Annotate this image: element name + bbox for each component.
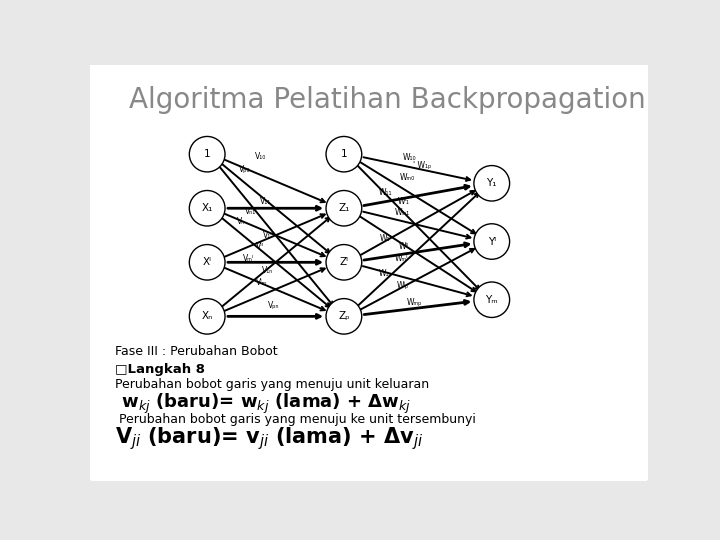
Text: W₁ᴵ: W₁ᴵ	[380, 234, 392, 243]
Text: Z₁: Z₁	[338, 203, 350, 213]
Text: 1: 1	[204, 149, 210, 159]
Text: Vₚₙ: Vₚₙ	[269, 301, 280, 310]
Text: X₁: X₁	[202, 203, 213, 213]
Text: Wᴵᴵ: Wᴵᴵ	[398, 242, 409, 252]
Text: Wᴵₚ: Wᴵₚ	[397, 281, 408, 289]
Ellipse shape	[474, 282, 510, 318]
Text: ' W₁ₚ: ' W₁ₚ	[413, 161, 432, 170]
Ellipse shape	[326, 299, 361, 334]
Text: Vₚ₀: Vₚ₀	[239, 165, 251, 174]
Text: V₁₁: V₁₁	[260, 197, 271, 206]
Text: Wₘ₀: Wₘ₀	[400, 173, 415, 181]
Text: □Langkah 8: □Langkah 8	[115, 363, 205, 376]
Text: V₁₀: V₁₀	[254, 152, 266, 161]
Text: Wₘᴵ: Wₘᴵ	[395, 254, 408, 262]
Text: Fase III : Perubahan Bobot: Fase III : Perubahan Bobot	[115, 345, 278, 358]
Text: Wₘₚ: Wₘₚ	[407, 298, 423, 307]
Text: Vₙ₁: Vₙ₁	[245, 207, 256, 215]
Ellipse shape	[326, 137, 361, 172]
Text: Wₘ₁: Wₘ₁	[395, 208, 410, 217]
Text: 1: 1	[341, 149, 347, 159]
Text: w$_{kj}$ (baru)= w$_{kj}$ (lama) + Δw$_{kj}$: w$_{kj}$ (baru)= w$_{kj}$ (lama) + Δw$_{…	[115, 392, 411, 416]
Text: Yₘ: Yₘ	[485, 295, 498, 305]
Text: Vₘᴵ: Vₘᴵ	[243, 254, 254, 262]
Ellipse shape	[189, 245, 225, 280]
Ellipse shape	[189, 137, 225, 172]
Text: Xₙ: Xₙ	[202, 312, 213, 321]
Text: W₁₁: W₁₁	[379, 188, 392, 197]
Text: Xᴵ: Xᴵ	[203, 257, 212, 267]
Text: Vₙ: Vₙ	[237, 218, 245, 226]
Text: Zᴵ: Zᴵ	[339, 257, 348, 267]
Text: Wᴵ₁: Wᴵ₁	[397, 197, 410, 206]
Text: W₁ₚ: W₁ₚ	[379, 269, 392, 278]
Ellipse shape	[326, 245, 361, 280]
Text: V₁ₙ: V₁ₙ	[262, 266, 273, 275]
Text: W₁₀: W₁₀	[402, 153, 416, 161]
Ellipse shape	[326, 191, 361, 226]
Text: Algoritma Pelatihan Backpropagation: Algoritma Pelatihan Backpropagation	[129, 86, 646, 114]
FancyBboxPatch shape	[87, 63, 651, 483]
Text: Y₁: Y₁	[487, 178, 497, 188]
Ellipse shape	[474, 224, 510, 259]
Text: Vᴵᴵ: Vᴵᴵ	[256, 242, 264, 252]
Ellipse shape	[189, 191, 225, 226]
Text: Perubahan bobot garis yang menuju unit keluaran: Perubahan bobot garis yang menuju unit k…	[115, 377, 429, 390]
Text: V$_{ji}$ (baru)= v$_{ji}$ (lama) + Δv$_{ji}$: V$_{ji}$ (baru)= v$_{ji}$ (lama) + Δv$_{…	[115, 426, 423, 453]
Text: Yᴵ: Yᴵ	[487, 237, 496, 247]
Ellipse shape	[189, 299, 225, 334]
Ellipse shape	[474, 166, 510, 201]
Text: Zₚ: Zₚ	[338, 312, 350, 321]
Text: V₁ᴵ: V₁ᴵ	[263, 231, 272, 240]
Text: Perubahan bobot garis yang menuju ke unit tersembunyi: Perubahan bobot garis yang menuju ke uni…	[115, 413, 476, 426]
Text: Vᴵₘ: Vᴵₘ	[256, 278, 268, 287]
